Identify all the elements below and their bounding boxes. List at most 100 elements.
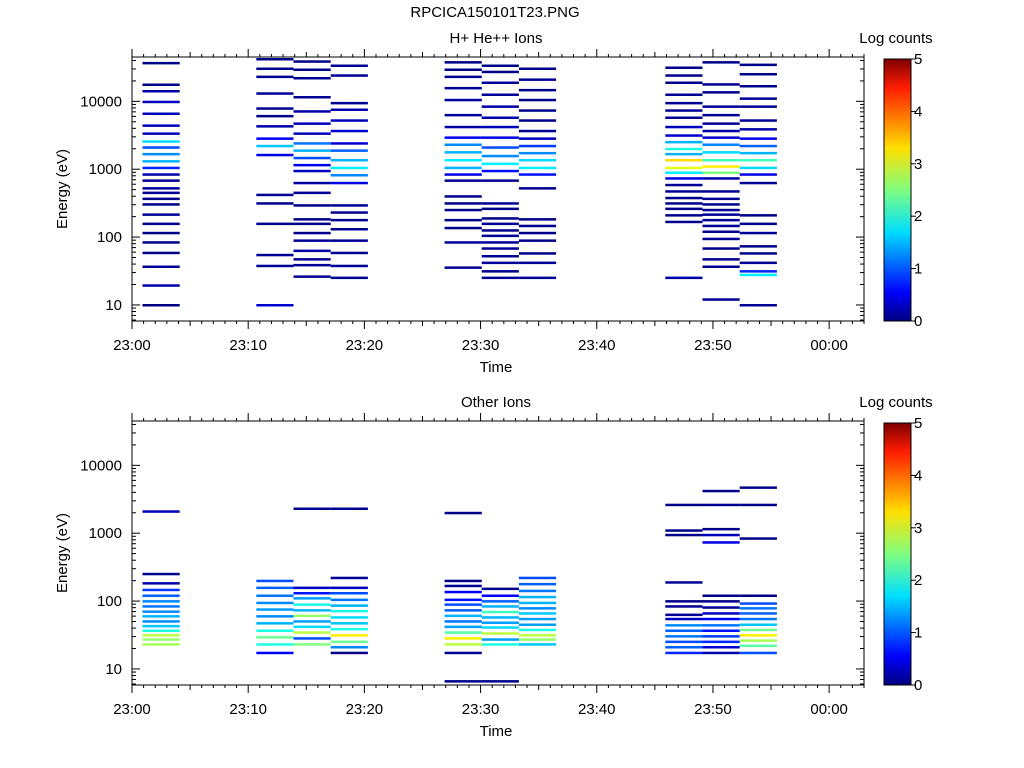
heatmap-cell [142, 620, 180, 623]
y-tick-label: 10000 [80, 457, 122, 474]
heatmap-cell [330, 622, 368, 625]
heatmap-cell [142, 582, 180, 585]
x-tick-label: 23:10 [229, 337, 267, 354]
heatmap-cell [518, 151, 557, 155]
heatmap-cell [739, 261, 777, 265]
heatmap-cell [739, 231, 777, 235]
heatmap-cell [739, 97, 777, 100]
heatmap-cell [702, 527, 740, 531]
heatmap-cell [665, 503, 703, 507]
heatmap-cell [739, 537, 777, 540]
heatmap-cell [739, 628, 777, 632]
heatmap-cell [142, 624, 180, 628]
heatmap-cell [739, 144, 777, 148]
heatmap-cell [665, 207, 703, 211]
heatmap-cell [665, 147, 703, 151]
heatmap-cell [702, 213, 740, 216]
heatmap-cell [330, 251, 368, 255]
page-title: RPCICA150101T23.PNG [410, 4, 580, 21]
y-tick-label: 100 [97, 593, 122, 610]
x-tick-label: 23:00 [113, 701, 151, 718]
colorbar-gradient [883, 422, 912, 686]
heatmap-cell [481, 255, 519, 258]
heatmap-cell [444, 614, 482, 618]
heatmap-cell [330, 604, 368, 607]
heatmap-cell [444, 179, 482, 182]
heatmap-cell [518, 601, 557, 605]
heatmap-cell [444, 113, 482, 117]
heatmap-cell [739, 159, 777, 162]
heatmap-cell [293, 620, 331, 623]
heatmap-cell [444, 68, 482, 71]
heatmap-cell [739, 503, 777, 507]
heatmap-cell [665, 190, 703, 193]
heatmap-cell [518, 218, 557, 221]
heatmap-cell [739, 137, 777, 140]
heatmap-cell [739, 252, 777, 255]
heatmap-cell [481, 600, 519, 603]
heatmap-cell [293, 643, 331, 646]
y-tick-label: 10 [105, 661, 122, 678]
heatmap-cell [665, 600, 703, 603]
heatmap-cell [256, 114, 294, 118]
heatmap-cell [518, 276, 557, 280]
heatmap-cell [444, 173, 482, 176]
y-axis-label: Energy (eV) [54, 149, 71, 229]
heatmap-cell [518, 261, 557, 265]
heatmap-cell [665, 159, 703, 162]
heatmap-cell [256, 193, 294, 197]
heatmap-cell [702, 606, 740, 609]
heatmap-cell [702, 136, 740, 139]
heatmap-cell [142, 213, 180, 216]
heatmap-cell [293, 191, 331, 195]
heatmap-cell [481, 234, 519, 238]
heatmap-cell [330, 586, 368, 590]
x-tick-label: 23:40 [578, 701, 616, 718]
heatmap-cell [444, 75, 482, 79]
heatmap-cell [444, 125, 482, 129]
heatmap-cell [293, 222, 331, 226]
heatmap-cell [702, 629, 740, 632]
heatmap-cell [293, 169, 331, 173]
heatmap-cell [142, 124, 180, 127]
heatmap-cell [293, 142, 331, 145]
heatmap-cell [665, 66, 703, 69]
heatmap-cell [739, 173, 777, 176]
heatmap-cell [444, 637, 482, 640]
heatmap-cell [142, 160, 180, 163]
heatmap-cell [518, 607, 557, 610]
heatmap-cell [293, 609, 331, 612]
heatmap-cell [702, 230, 740, 233]
heatmap-cell [330, 276, 368, 280]
heatmap-cell [330, 218, 368, 222]
heatmap-cell [330, 64, 368, 67]
heatmap-cell [665, 276, 703, 280]
heatmap-cell [444, 590, 482, 594]
heatmap-cell [702, 171, 740, 174]
heatmap-cell [142, 100, 180, 104]
heatmap-cell [330, 129, 368, 133]
heatmap-cell [444, 208, 482, 212]
heatmap-cell [665, 629, 703, 632]
x-axis-label: Time [480, 723, 513, 740]
heatmap-cell [702, 237, 740, 241]
heatmap-cell [665, 183, 703, 187]
heatmap-cell [518, 239, 557, 242]
heatmap-cell [142, 197, 180, 201]
heatmap-cell [444, 86, 482, 90]
heatmap-cell [444, 151, 482, 154]
heatmap-cell [665, 93, 703, 96]
x-tick-label: 00:00 [810, 337, 848, 354]
heatmap-cell [256, 629, 294, 632]
heatmap-cell [702, 159, 740, 162]
heatmap-cell [702, 190, 740, 193]
heatmap-cell [739, 166, 777, 170]
heatmap-cell [481, 169, 519, 173]
heatmap-cell [330, 576, 368, 580]
heatmap-cell [481, 136, 519, 139]
heatmap-cell [739, 594, 777, 597]
heatmap-cell [481, 64, 519, 67]
heatmap-cell [330, 228, 368, 231]
heatmap-cell [739, 651, 777, 655]
